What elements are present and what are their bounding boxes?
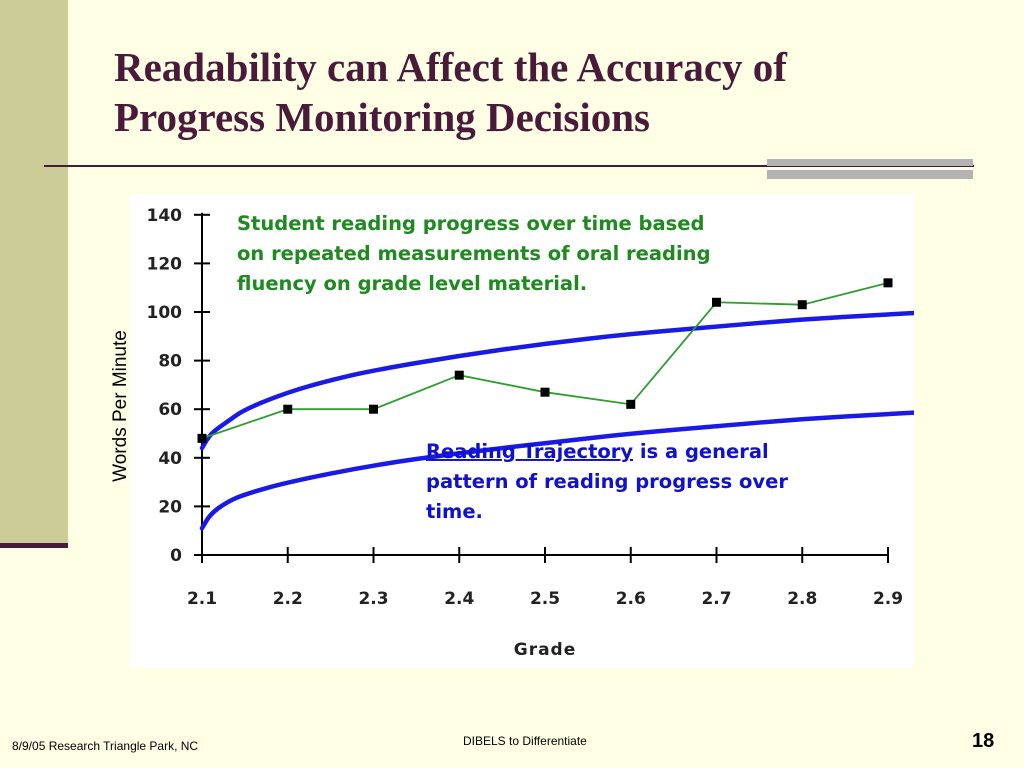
x-tick-label-2.4: 2.4	[444, 589, 474, 609]
y-tick-label-80: 80	[158, 352, 182, 372]
x-tick-label-2.8: 2.8	[787, 589, 817, 609]
student-point-2.4	[454, 370, 464, 380]
y-axis-label: Words Per Minute	[110, 330, 131, 482]
trajectory-note-line-3: time.	[426, 500, 483, 523]
trajectory-note-lead: Reading Trajectory	[426, 440, 633, 463]
slide-title: Readability can Affect the Accuracy of P…	[114, 42, 994, 142]
x-tick-label-2.9: 2.9	[873, 589, 903, 609]
y-tick-label-0: 0	[170, 546, 182, 566]
chart-axes: 0 20 40 60 80 100 120 140 2.1 2.2 2.3 2.4 2.5 2.6 2.7 2…	[147, 206, 904, 660]
progress-chart: 0 20 40 60 80 100 120 140 2.1 2.2 2.3 2.4 2.5 2.6 2.7 2…	[147, 206, 1024, 660]
student-point-2.3	[369, 404, 378, 414]
y-tick-label-140: 140	[147, 206, 183, 226]
chart-annotations: Student reading progress over time based…	[237, 212, 788, 523]
trajectory-note-line-2: pattern of reading progress over	[426, 470, 788, 493]
y-tick-label-40: 40	[158, 449, 182, 469]
y-tick-label-100: 100	[147, 303, 183, 323]
footer-presentation-title: DIBELS to Differentiate	[463, 734, 587, 748]
trajectory-note-line-1: Reading Trajectory is a general	[426, 440, 769, 463]
left-band-accent-line	[0, 543, 68, 548]
student-point-2.6	[626, 399, 636, 409]
y-tick-label-120: 120	[147, 254, 183, 274]
y-tick-label-20: 20	[158, 497, 182, 517]
student-point-2.8	[797, 300, 807, 310]
footer-date-location: 8/9/05 Research Triangle Park, NC	[12, 739, 199, 753]
x-tick-label-2.7: 2.7	[701, 589, 731, 609]
x-tick-label-2.5: 2.5	[530, 589, 560, 609]
trajectory-lower-curve	[199, 404, 1024, 531]
x-tick-label-2.3: 2.3	[358, 589, 388, 609]
x-tick-label-2.2: 2.2	[273, 589, 303, 609]
student-point-2.7	[712, 297, 721, 307]
student-series	[197, 278, 893, 443]
page-number: 18	[972, 730, 995, 752]
decorative-gray-bar-top	[767, 159, 973, 166]
student-note-line-2: on repeated measurements of oral reading	[237, 242, 711, 265]
title-line-2: Progress Monitoring Decisions	[114, 94, 651, 140]
chart-panel: 0 20 40 60 80 100 120 140 2.1 2.2 2.3 2.4 2.5 2.6 2.7 2…	[130, 194, 1024, 668]
y-tick-label-60: 60	[158, 400, 182, 420]
student-line	[201, 281, 889, 440]
x-tick-label-2.6: 2.6	[616, 589, 646, 609]
student-point-2.5	[540, 387, 550, 397]
student-point-2.9	[883, 278, 893, 288]
trajectory-upper-curve	[199, 305, 1024, 451]
title-underline	[44, 165, 974, 167]
title-line-1: Readability can Affect the Accuracy of	[114, 44, 787, 90]
decorative-gray-bar-bottom	[767, 170, 973, 179]
student-note-line-1: Student reading progress over time based	[237, 212, 704, 235]
student-note-line-3: fluency on grade level material.	[237, 272, 587, 295]
student-point-2.2	[283, 404, 293, 414]
x-tick-label-2.1: 2.1	[187, 589, 217, 609]
x-axis-label: Grade	[514, 640, 577, 660]
trajectory-note-rest: is a general	[633, 440, 769, 463]
student-point-2.1	[197, 433, 207, 443]
left-decorative-band	[0, 0, 68, 546]
trajectory-curves	[199, 305, 1024, 531]
